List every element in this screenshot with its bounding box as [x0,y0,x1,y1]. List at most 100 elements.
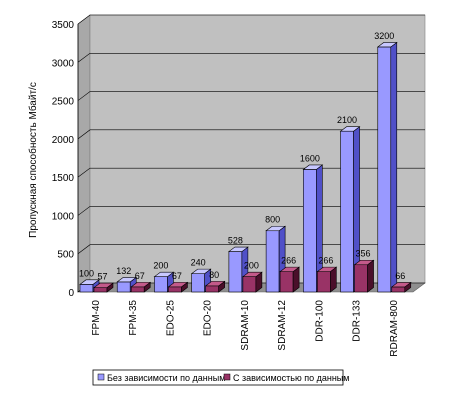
bar-series1 [302,164,324,293]
bar-series2 [353,259,375,293]
bar-series2-front [168,286,182,293]
y-axis-ticks: 0 500 1000 1500 2000 2500 3000 3500 [52,20,75,299]
x-tick-label: DDR-100 [314,300,325,342]
bar-series2-front [317,271,331,293]
bar-series2-front [354,264,368,293]
bar-series1 [339,126,361,293]
bar-series2-top [353,259,375,266]
data-label-series1: 2100 [337,115,357,125]
data-label-series1: 3200 [374,31,394,41]
data-label-series2: 57 [97,272,107,282]
bar-series2 [316,266,338,293]
legend: Без зависимости по данным С зависимостью … [92,369,349,386]
bar-series1-front [303,169,317,293]
bar-series1-top [376,42,398,48]
x-tick-label: DDR-133 [352,300,363,342]
legend-swatch-series1 [97,373,105,381]
bar-series2-top [130,282,152,288]
bar-series1-side [390,41,398,293]
bar-series2-front [205,285,219,293]
bar-series2-front [279,271,294,293]
data-label-series2: 66 [395,271,405,281]
bar-series2 [279,266,301,293]
bar-series1-top [339,126,361,132]
data-label-series1: 132 [116,266,131,276]
data-label-series1: 1600 [300,153,320,163]
gridline [77,91,425,101]
bars [79,41,412,293]
bar-series2-top [167,282,189,288]
x-tick-label: FPM-35 [128,300,139,336]
data-label-series1: 528 [228,236,243,246]
data-label-series1: 100 [79,268,94,278]
y-tick-label: 2000 [52,135,75,146]
legend-box [92,369,344,386]
data-label-series1: 200 [153,261,168,271]
bar-series1-top [153,271,175,277]
x-tick-label: RDRAM-800 [389,300,400,357]
bar-series2-top [390,282,412,288]
x-tick-label: SDRAM-10 [240,300,251,351]
bar-series2-top [204,281,226,287]
bar-series2-side [367,259,374,293]
bar-series1-front [377,46,392,293]
data-label-series2: 67 [172,271,182,281]
data-label-series2: 80 [209,270,219,280]
data-label-series2: 266 [281,256,296,266]
bar-series2-front [242,276,257,293]
bar-series1-front [154,276,168,293]
data-label-series2: 356 [356,249,371,259]
bar-series1-top [79,279,100,285]
bar-series2-front [391,286,406,293]
bar-series1-top [302,164,324,170]
y-tick-label: 2500 [52,97,75,108]
bar-series2 [93,282,114,293]
back-wall [89,14,426,284]
bar-series2 [167,281,189,293]
data-label-series2: 200 [244,261,259,271]
bar-series1-top [227,246,249,252]
x-axis-ticks: FPM-40 FPM-35 EDO-25 EDO-20 SDRAM-10 SDRAM-12… [91,300,400,357]
bar-series1-top [116,277,138,283]
bar-series1-front [265,230,280,293]
legend-swatch-series2 [223,373,231,381]
y-axis-title: Пропускная способность Мбайт/с [27,82,39,238]
y-tick-label: 500 [57,250,74,261]
y-tick-label: 3500 [52,20,75,31]
bar-series2-top [241,271,263,277]
legend-label-series2: С зависимостью по данным [233,373,349,383]
bar-series2-top [279,266,301,272]
bar-series1-front [228,251,243,293]
bar-series1-top [190,268,212,274]
bar-series1-top [265,225,287,232]
bar-series1 [376,41,398,293]
bar-series1-front [191,273,205,293]
plot-walls [77,14,426,293]
bar-series2-top [316,266,338,272]
bar-series2-top [93,282,114,288]
y-tick-label: 1000 [52,211,75,222]
gridline [77,14,425,25]
data-label-series2: 67 [135,271,145,281]
bar-series2 [241,271,263,293]
y-tick-label: 3000 [52,58,75,69]
x-tick-label: EDO-25 [165,300,176,337]
bar-series2-front [130,286,145,293]
data-label-series1: 240 [191,258,206,268]
side-wall [77,14,91,293]
bar-series2 [130,281,152,293]
bar-series1-front [340,130,354,293]
bar-series2 [204,280,226,293]
legend-label-series1: Без зависимости по данным [107,373,225,383]
bar-series2 [390,281,412,293]
bar-series1-front [79,284,94,293]
y-tick-label: 1500 [52,173,75,184]
y-tick-label: 0 [68,288,74,299]
data-label-series2: 266 [318,256,333,266]
data-label-series1: 800 [265,215,280,225]
bar-series1-front [116,281,131,293]
bar-series2-front [93,287,108,293]
x-tick-label: SDRAM-12 [277,300,288,351]
